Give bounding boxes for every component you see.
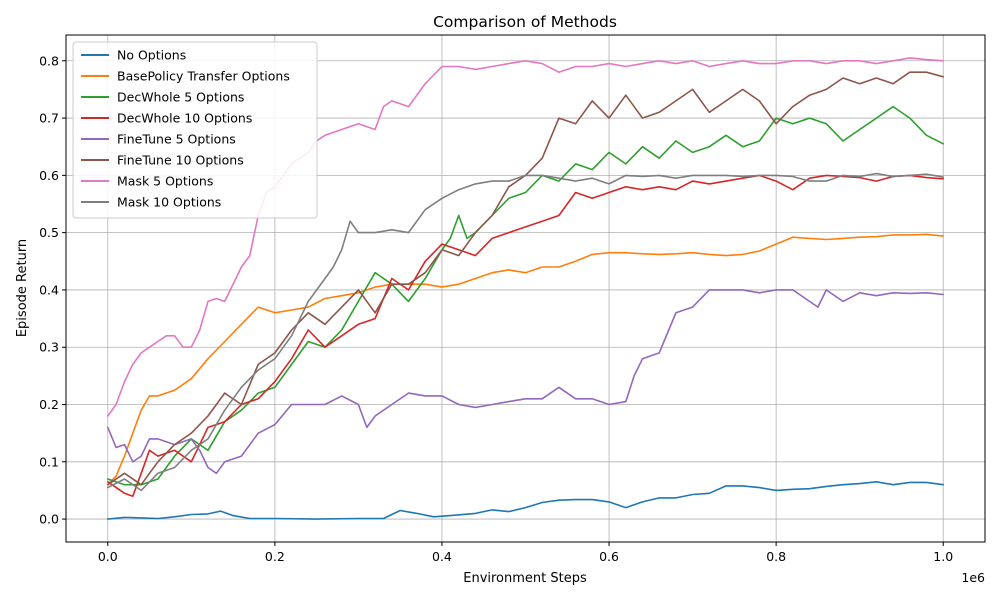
legend-label: BasePolicy Transfer Options (117, 69, 290, 84)
y-tick-label: 0.7 (39, 111, 59, 126)
legend-box (72, 41, 318, 219)
legend-label: FineTune 5 Options (117, 132, 236, 147)
x-tick-label: 0.6 (599, 549, 619, 564)
y-tick-label: 0.4 (39, 282, 59, 297)
legend-label: FineTune 10 Options (117, 153, 244, 168)
series-line (107, 172, 944, 492)
series-line (107, 289, 944, 475)
legend-label: DecWhole 5 Options (117, 90, 244, 105)
y-tick-label: 0.3 (39, 340, 59, 355)
y-tick-label: 0.5 (39, 225, 59, 240)
x-tick-label: 0.0 (98, 549, 118, 564)
legend-label: Mask 5 Options (117, 174, 213, 189)
x-tick-label: 0.4 (432, 549, 452, 564)
x-axis-ticks: 0.0 0.2 0.4 0.6 0.8 1.0 (98, 542, 953, 564)
legend: No Options BasePolicy Transfer Options Dec… (72, 41, 318, 219)
x-tick-label: 0.8 (766, 549, 786, 564)
y-axis-label: Episode Return (15, 239, 30, 337)
plot-frame (65, 34, 986, 543)
y-tick-label: 0.2 (39, 397, 59, 412)
y-tick-label: 0.0 (39, 512, 59, 527)
legend-label: No Options (117, 48, 186, 63)
series-line (107, 105, 944, 486)
legend-label: DecWhole 10 Options (117, 111, 252, 126)
series-line (107, 481, 944, 520)
series-lines (107, 57, 944, 520)
y-tick-label: 0.1 (39, 454, 59, 469)
y-axis-ticks: 0.0 0.1 0.2 0.3 0.4 0.5 0.6 0.7 0.8 (39, 53, 66, 527)
legend-label: Mask 10 Options (117, 195, 221, 210)
series-line (107, 233, 944, 486)
series-line (107, 174, 944, 497)
y-tick-label: 0.6 (39, 168, 59, 183)
y-tick-label: 0.8 (39, 53, 59, 68)
x-axis-label: Environment Steps (463, 571, 587, 586)
chart-title: Comparison of Methods (433, 13, 617, 31)
x-tick-label: 1.0 (933, 549, 953, 564)
series-line (107, 57, 944, 417)
x-axis-multiplier: 1e6 (961, 570, 985, 585)
x-tick-label: 0.2 (265, 549, 285, 564)
